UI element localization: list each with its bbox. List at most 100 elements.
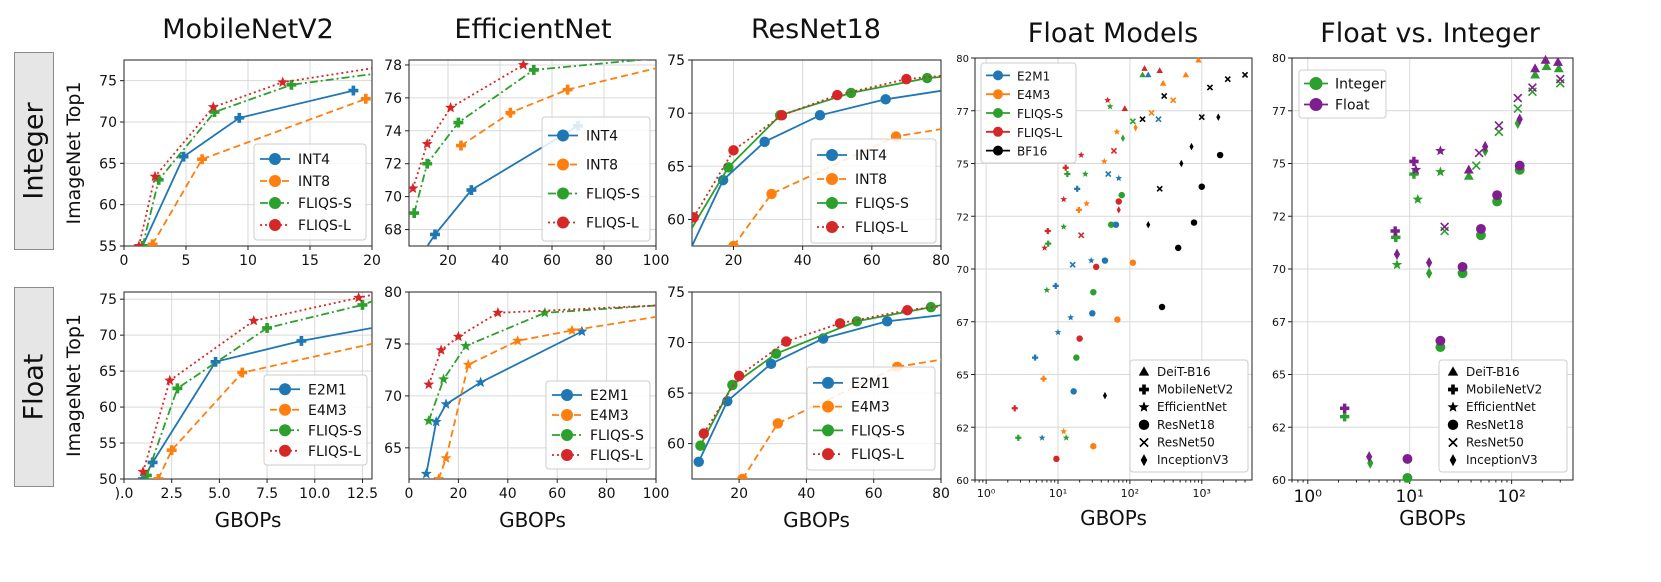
legend-label: FLIQS-S (851, 423, 905, 439)
data-point-fliqs-l (409, 182, 419, 194)
data-point-fliqs-s (845, 87, 857, 99)
data-point-resnet50 (1555, 78, 1565, 88)
y-tick-label: 60 (99, 198, 117, 214)
data-point-mobilenetv2 (1045, 240, 1052, 247)
legend-label: E2M1 (851, 376, 890, 392)
chart-float-models: 10⁰ 10¹ 10² 10³ 60 62 65 67 70 72 75 77 80 GBOPs E2M1 E… (956, 54, 1253, 530)
y-axis-label: ImageNet Top1 (63, 81, 85, 224)
data-point-fliqs-s (153, 174, 164, 185)
legend-label: MobileNetV2 (1157, 383, 1233, 397)
legend-marker (1138, 401, 1150, 412)
y-tick-label: 60 (99, 400, 117, 416)
data-point-e2m1 (430, 416, 442, 427)
legend-label: ResNet50 (1466, 436, 1524, 450)
y-tick-label: 70 (99, 328, 117, 344)
data-point-inceptionv3 (1366, 451, 1373, 463)
data-point-efficientnet (1060, 195, 1068, 203)
legend-marker (822, 400, 834, 413)
data-point-resnet18 (1129, 259, 1137, 266)
legend-box-markers (1438, 359, 1568, 473)
data-point-resnet18 (1158, 303, 1166, 311)
data-point-fliqs-s (423, 415, 435, 426)
data-point-inceptionv3 (1393, 248, 1401, 260)
data-point-fliqs-l (164, 374, 176, 386)
data-point-fliqs-l (733, 370, 745, 382)
legend-label: INT8 (586, 158, 618, 174)
legend-label: FLIQS-S (855, 196, 909, 212)
legend-marker (1138, 419, 1150, 431)
data-point-efficientnet (1435, 145, 1446, 156)
data-point-fliqs-l (445, 102, 457, 113)
y-tick-label: 65 (384, 441, 402, 457)
data-point-resnet50 (1156, 185, 1163, 192)
legend-label: FLIQS-L (308, 444, 361, 460)
y-tick-label: 62 (956, 423, 969, 434)
y-tick-label: 75 (956, 160, 969, 171)
data-point-mobilenetv2 (1390, 226, 1400, 236)
data-point-resnet50 (1069, 261, 1076, 268)
data-point-efficientnet (1054, 328, 1062, 336)
legend-marker (561, 449, 573, 461)
data-point-e2m1 (420, 468, 432, 479)
x-tick-label: 20 (449, 486, 467, 502)
data-point-deit-b16 (1463, 164, 1474, 174)
legend-marker (561, 389, 573, 401)
legend-marker (822, 376, 834, 389)
x-tick-label: 60 (863, 253, 881, 269)
data-point-int4 (814, 110, 826, 121)
data-point-deit-b16 (1145, 71, 1152, 78)
legend-label: FLIQS-S (1017, 107, 1063, 121)
legend-label: INT4 (855, 148, 887, 164)
data-point-fliqs-l (423, 378, 435, 390)
data-point-e2m1 (147, 457, 158, 468)
data-point-resnet18 (1492, 190, 1503, 201)
data-point-resnet18 (1118, 191, 1125, 199)
data-point-resnet50 (1527, 83, 1537, 93)
data-point-int4 (759, 136, 770, 148)
data-point-deit-b16 (1141, 65, 1148, 71)
data-point-resnet18 (1107, 221, 1115, 228)
legend-label: FLIQS-L (298, 218, 351, 234)
y-tick-label: 65 (1272, 369, 1286, 382)
data-point-deit-b16 (1156, 67, 1163, 74)
legend-label: E4M3 (308, 403, 347, 419)
data-point-fliqs-l (492, 307, 504, 318)
data-point-mobilenetv2 (1391, 232, 1401, 243)
legend-marker (826, 149, 838, 161)
x-tick-label: 5 (182, 253, 191, 269)
data-point-resnet18 (1174, 244, 1182, 252)
data-point-inceptionv3 (1116, 206, 1121, 214)
legend-label: E2M1 (1017, 69, 1050, 83)
data-point-int8 (766, 188, 777, 200)
data-point-deit-b16 (1182, 71, 1190, 78)
data-point-mobilenetv2 (1040, 375, 1047, 382)
data-point-resnet18 (1476, 223, 1486, 234)
legend-marker (561, 429, 573, 441)
x-tick-label: 20 (439, 253, 457, 269)
y-tick-label: 74 (384, 124, 402, 140)
data-point-resnet18 (1190, 219, 1198, 226)
data-point-resnet18 (1114, 316, 1121, 323)
legend-marker (279, 424, 291, 437)
x-tick-label: 10² (1497, 487, 1525, 507)
data-point-deit-b16 (1540, 54, 1551, 64)
y-tick-label: 80 (384, 285, 402, 301)
axes-frame (408, 291, 657, 480)
y-tick-label: 72 (384, 157, 402, 173)
data-point-resnet18 (1092, 263, 1100, 271)
legend-label: EfficientNet (1157, 400, 1227, 414)
data-point-e2m1 (296, 335, 307, 346)
data-point-efficientnet (1410, 164, 1422, 175)
x-axis-label: GBOPs (499, 508, 566, 532)
y-tick-label: 77 (956, 107, 969, 118)
legend-marker (269, 197, 281, 209)
data-point-e2m1 (693, 456, 704, 468)
y-tick-label: 67 (1272, 316, 1286, 329)
data-point-resnet18 (1115, 198, 1122, 205)
series-group (420, 304, 656, 479)
data-point-efficientnet (1060, 223, 1068, 230)
data-point-fliqs-s (209, 107, 220, 118)
y-tick-label: 60 (667, 212, 685, 228)
y-tick-label: 65 (99, 364, 117, 380)
data-point-fliqs-l (421, 138, 433, 149)
